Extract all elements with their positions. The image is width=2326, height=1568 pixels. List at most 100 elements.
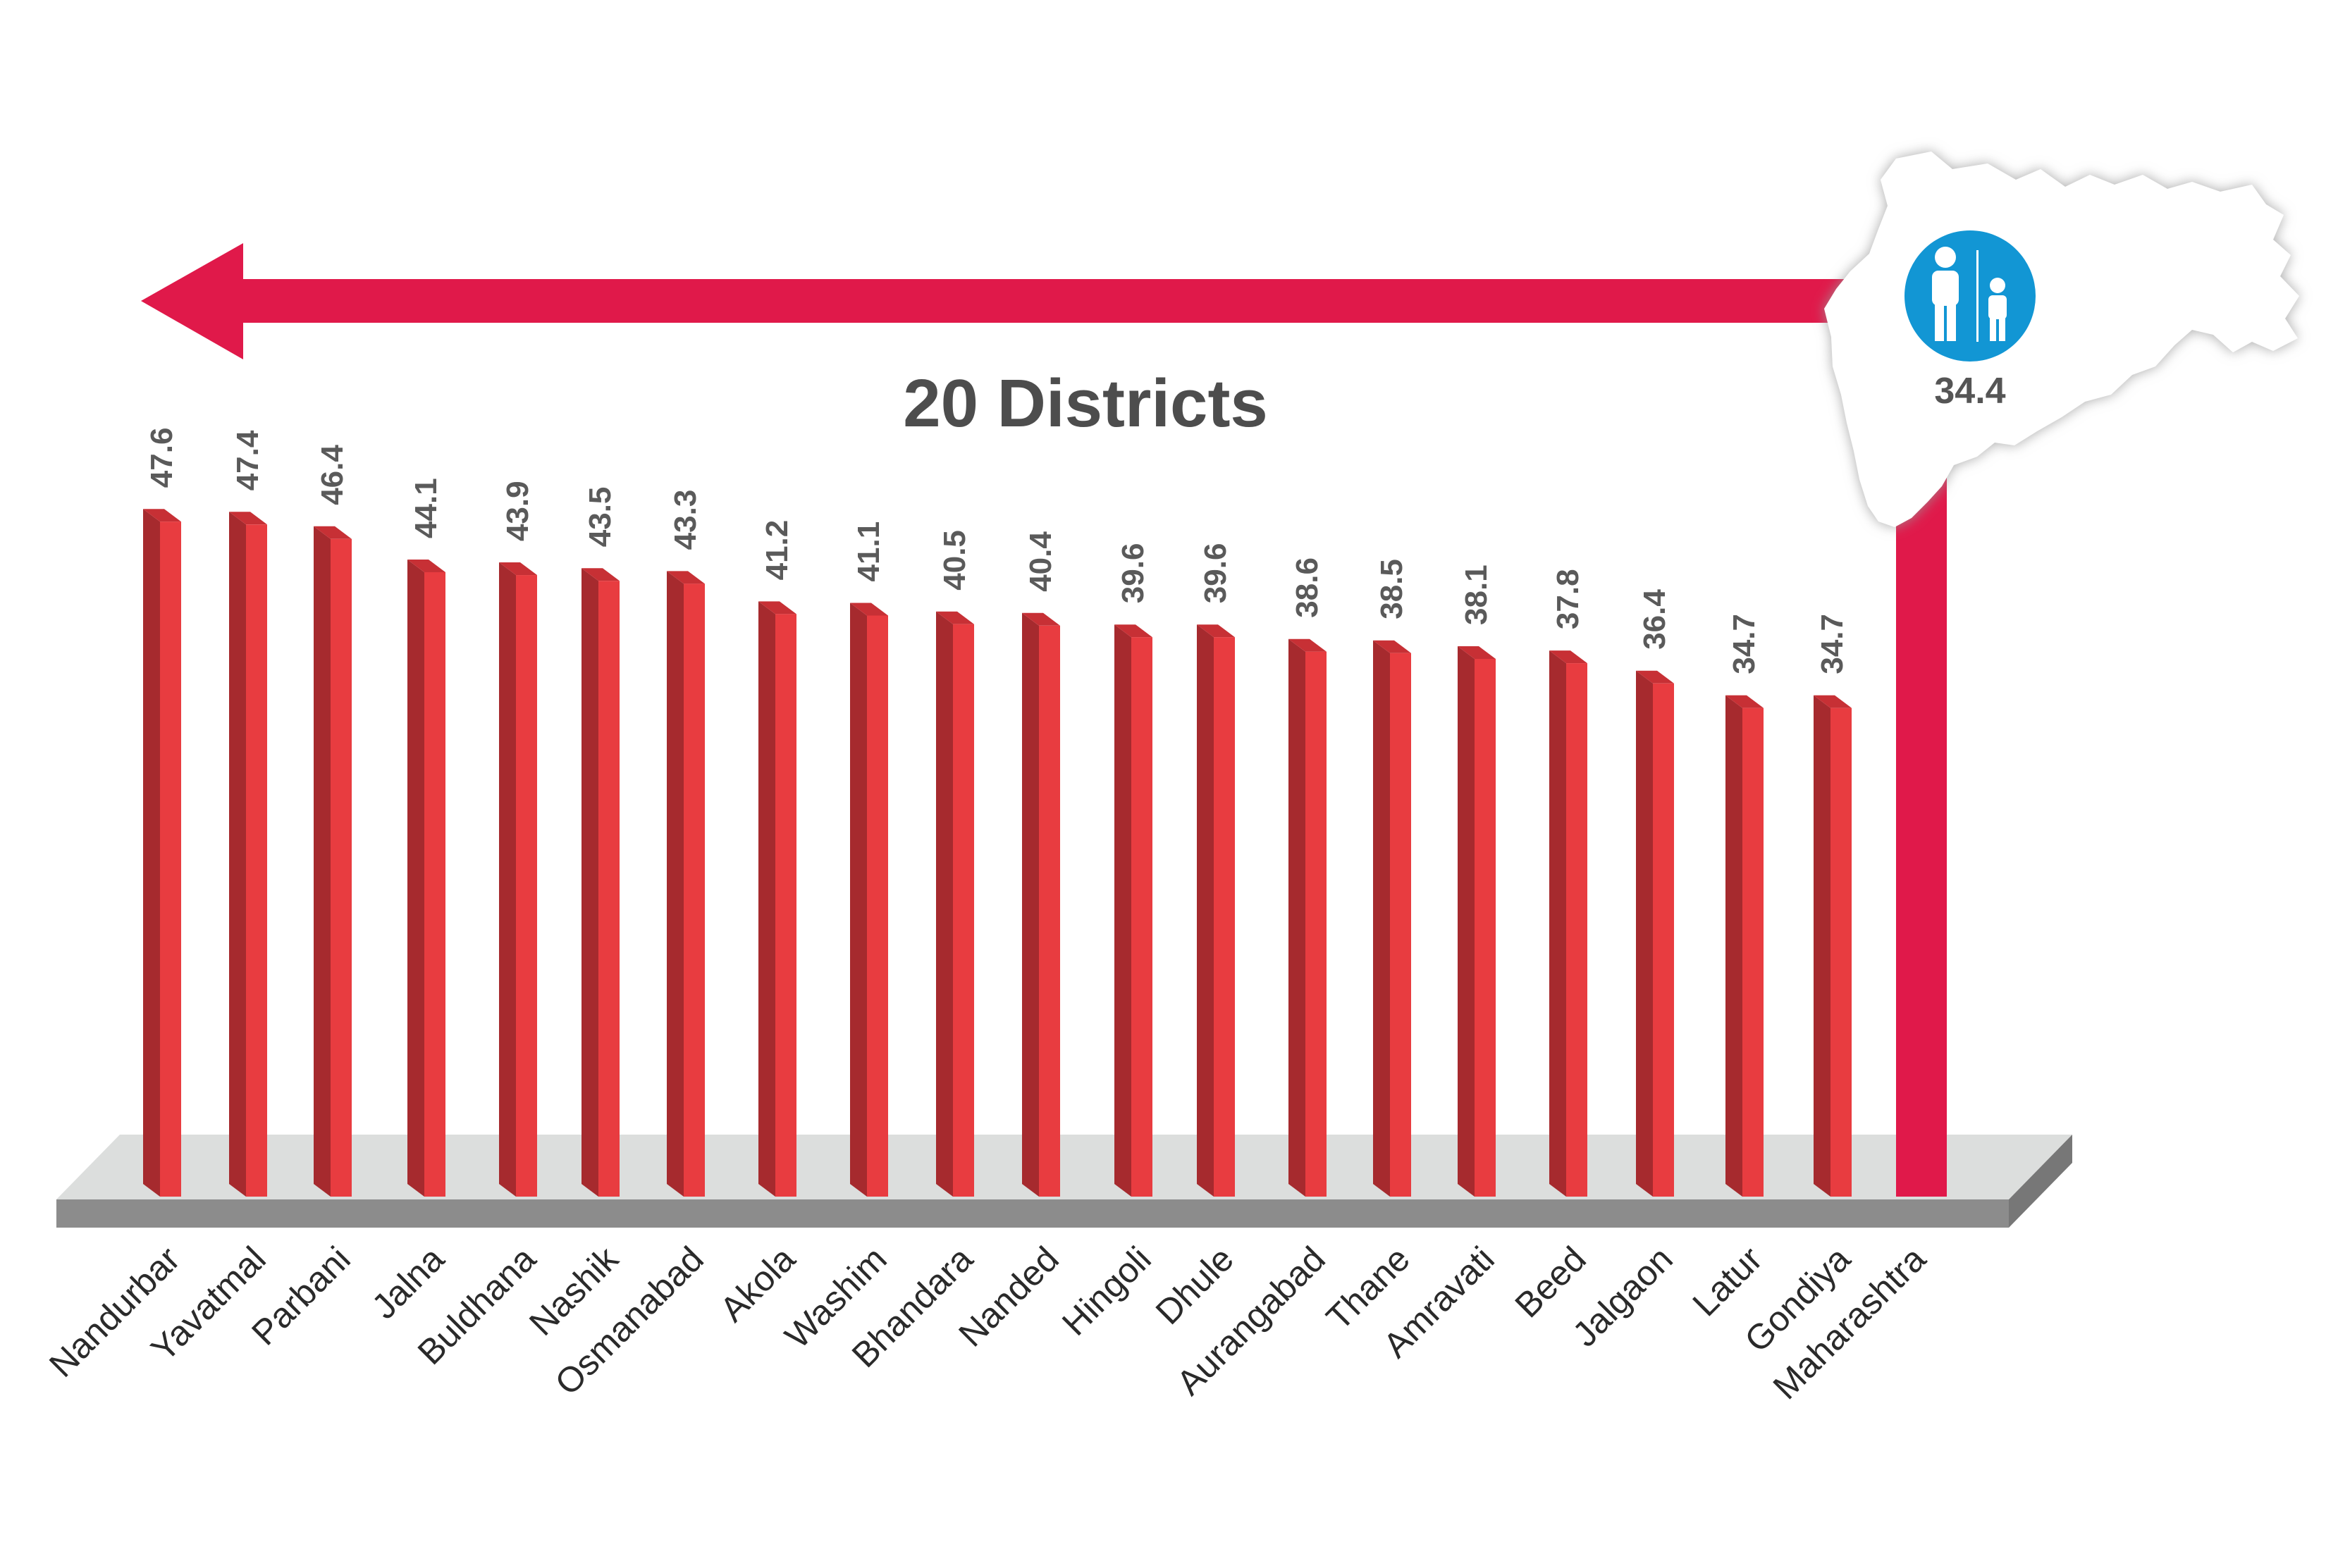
bar-top-face xyxy=(1458,646,1496,659)
bar-gondiya xyxy=(1814,695,1852,1197)
bar-hingoli xyxy=(1114,624,1152,1197)
bar-nandurbar xyxy=(143,509,181,1197)
bar-side-face xyxy=(1114,624,1131,1197)
value-label: 44.1 xyxy=(409,478,443,538)
value-label: 41.2 xyxy=(760,520,794,581)
bar-beed xyxy=(1549,650,1587,1197)
bar-series xyxy=(143,509,1852,1197)
people-icon-circle xyxy=(1905,230,2036,362)
value-label: 38.1 xyxy=(1459,564,1494,625)
bar-nashik xyxy=(582,568,620,1197)
bar-top-face xyxy=(407,559,445,572)
value-label: 40.4 xyxy=(1023,531,1058,592)
bar-top-face xyxy=(850,603,888,616)
bar-top-face xyxy=(758,601,796,615)
bar-side-face xyxy=(1549,650,1566,1197)
category-label: Jalna xyxy=(364,1239,452,1326)
bar-front-face xyxy=(516,575,537,1197)
bar-amravati xyxy=(1458,646,1496,1197)
bar-top-face xyxy=(1814,695,1852,708)
bar-washim xyxy=(850,603,888,1197)
bar-top-face xyxy=(229,512,267,525)
bar-top-face xyxy=(667,571,705,584)
bar-front-face xyxy=(1131,637,1152,1197)
value-label: 34.7 xyxy=(1815,614,1850,674)
platform-top xyxy=(56,1135,2072,1199)
bar-front-face xyxy=(1214,637,1235,1197)
bar-top-face xyxy=(1373,640,1411,653)
bar-top-face xyxy=(1197,624,1235,638)
bar-side-face xyxy=(936,611,953,1197)
bar-top-face xyxy=(1636,670,1674,684)
bar-front-face xyxy=(331,538,352,1197)
bar-top-face xyxy=(582,568,620,581)
bar-side-face xyxy=(499,562,516,1197)
bar-front-face xyxy=(424,572,445,1197)
bar-side-face xyxy=(758,601,775,1197)
bar-top-face xyxy=(1114,624,1152,638)
arrow-shaft xyxy=(236,279,1952,323)
value-label: 41.1 xyxy=(851,521,886,582)
bar-front-face xyxy=(1390,653,1411,1197)
bar-side-face xyxy=(1197,624,1214,1197)
bar-front-face xyxy=(953,624,974,1197)
bar-latur xyxy=(1725,695,1764,1197)
bar-front-face xyxy=(1475,658,1496,1197)
bar-side-face xyxy=(1814,695,1830,1197)
bar-akola xyxy=(758,601,796,1197)
value-label: 39.6 xyxy=(1116,543,1150,604)
bar-parbani xyxy=(314,526,352,1197)
bar-side-face xyxy=(667,571,684,1197)
bar-yavatmal xyxy=(229,512,267,1197)
bar-front-face xyxy=(775,614,796,1197)
bar-top-face xyxy=(936,611,974,624)
bar-buldhana xyxy=(499,562,537,1197)
value-label: 40.5 xyxy=(937,530,972,591)
bar-dhule xyxy=(1197,624,1235,1197)
value-labels: 47.6 47.4 46.4 44.1 43.9 43.5 43.3 41.2 41.1 40.5… xyxy=(144,428,1850,674)
bar-top-face xyxy=(1725,695,1764,708)
bar-bhandara xyxy=(936,611,974,1197)
value-label: 38.6 xyxy=(1290,557,1324,618)
bar-nanded xyxy=(1022,612,1060,1197)
bar-osmanabad xyxy=(667,571,705,1197)
bar-front-face xyxy=(684,584,705,1197)
maharashtra-map-icon: 34.4 xyxy=(1824,152,2299,527)
value-label: 37.8 xyxy=(1551,569,1585,629)
value-label: 36.4 xyxy=(1637,589,1672,650)
bar-top-face xyxy=(1549,650,1587,664)
value-label: 39.6 xyxy=(1198,543,1233,604)
bar-thane xyxy=(1373,640,1411,1197)
bar-front-face xyxy=(1742,708,1764,1197)
chart-platform xyxy=(56,1135,2072,1228)
bar-aurangabad xyxy=(1288,638,1327,1197)
value-label: 46.4 xyxy=(315,445,350,505)
bar-front-face xyxy=(1039,625,1060,1197)
bar-side-face xyxy=(407,559,424,1197)
bar-side-face xyxy=(1458,646,1475,1197)
bar-side-face xyxy=(582,568,598,1197)
bar-top-face xyxy=(1288,638,1327,652)
bar-side-face xyxy=(1022,612,1039,1197)
value-label: 34.7 xyxy=(1727,614,1761,674)
chart-title: 20 Districts xyxy=(903,366,1268,441)
bar-side-face xyxy=(314,526,331,1197)
bar-front-face xyxy=(867,615,888,1197)
value-label: 47.6 xyxy=(144,428,179,488)
bar-side-face xyxy=(1725,695,1742,1197)
bar-front-face xyxy=(160,521,181,1197)
bar-side-face xyxy=(229,512,246,1197)
value-label: 43.3 xyxy=(668,490,703,550)
arrow-head xyxy=(141,243,243,359)
bar-side-face xyxy=(1373,640,1390,1197)
bar-front-face xyxy=(246,524,267,1197)
bar-jalna xyxy=(407,559,445,1197)
bar-side-face xyxy=(1288,638,1305,1197)
value-label: 43.9 xyxy=(500,481,535,541)
bar-side-face xyxy=(1636,670,1653,1197)
value-label: 43.5 xyxy=(583,487,617,548)
category-label: Osmanabad xyxy=(548,1239,711,1402)
adult-child-icon xyxy=(1932,247,2007,342)
